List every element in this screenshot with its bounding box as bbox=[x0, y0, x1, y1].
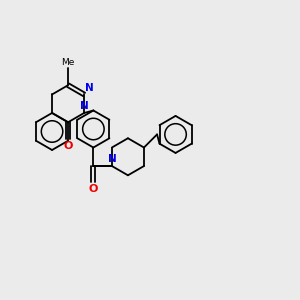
Text: N: N bbox=[85, 83, 94, 93]
Text: N: N bbox=[107, 154, 116, 164]
Text: N: N bbox=[80, 101, 88, 111]
Text: Me: Me bbox=[61, 58, 75, 67]
Text: O: O bbox=[89, 184, 98, 194]
Text: O: O bbox=[63, 141, 73, 151]
